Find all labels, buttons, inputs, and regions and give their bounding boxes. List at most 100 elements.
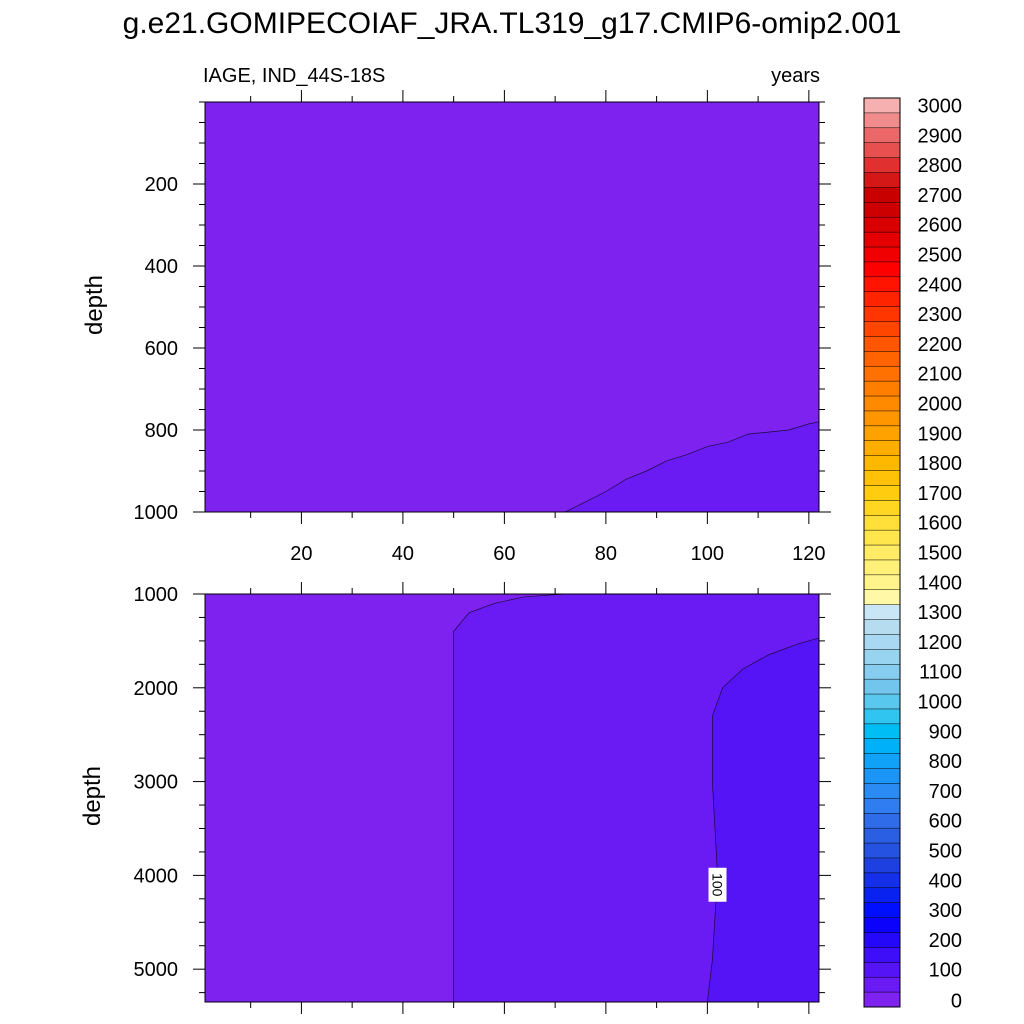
colorbar-bin [864, 366, 900, 382]
panel-upper-contour-region-0 [565, 421, 820, 513]
colorbar-bin [864, 545, 900, 561]
colorbar-bin [864, 694, 900, 710]
colorbar-bin [864, 649, 900, 665]
colorbar-label: 300 [929, 900, 962, 922]
colorbar-bin [864, 917, 900, 933]
colorbar-bin [864, 485, 900, 501]
colorbar-label: 200 [929, 930, 962, 952]
panel-lower-ylabel: depth [79, 766, 106, 826]
colorbar-label: 2900 [918, 125, 963, 147]
colorbar-bin [864, 291, 900, 307]
panel-lower-contour-region-1 [707, 637, 820, 1003]
panel-lower-frame [204, 593, 820, 1003]
colorbar-bin [864, 530, 900, 546]
colorbar-bin [864, 276, 900, 293]
colorbar-label: 1400 [918, 572, 963, 594]
panel-upper-background [205, 102, 819, 512]
colorbar-label: 2500 [918, 244, 963, 266]
colorbar-bin [864, 396, 900, 412]
colorbar-bin [864, 336, 900, 352]
colorbar-label: 2300 [918, 304, 963, 326]
colorbar-label: 1800 [918, 453, 963, 475]
colorbar-label: 2200 [918, 334, 963, 356]
colorbar-label: 1000 [918, 692, 963, 714]
colorbar-label: 500 [929, 841, 962, 863]
units-label: years [771, 65, 820, 87]
colorbar-label: 1300 [918, 602, 963, 624]
colorbar-label: 900 [929, 721, 962, 743]
colorbar-bin [864, 708, 900, 725]
colorbar-bin [864, 112, 900, 129]
colorbar-bin [864, 574, 900, 591]
colorbar-label: 2100 [918, 364, 963, 386]
colorbar-label: 1600 [918, 513, 963, 535]
colorbar-label: 2700 [918, 185, 963, 207]
colorbar-bin [864, 202, 900, 218]
panel-lower-ytick-label: 1000 [134, 584, 179, 606]
panel-lower-ytick-label: 3000 [134, 772, 179, 794]
colorbar-bin [864, 753, 900, 769]
colorbar-label: 1700 [918, 483, 963, 505]
colorbar-bin [864, 217, 900, 233]
chart-title: g.e21.GOMIPECOIAF_JRA.TL319_g17.CMIP6-om… [122, 7, 902, 40]
colorbar-bin [864, 679, 900, 695]
colorbar-bin [864, 247, 900, 263]
panel-upper-ylabel: depth [81, 275, 108, 335]
panel-lower-ytick-label: 2000 [134, 678, 179, 700]
colorbar-label: 1200 [918, 632, 963, 654]
colorbar-frame [863, 97, 901, 1008]
panel-upper-ytick-label: 200 [145, 174, 178, 196]
colorbar-bin [864, 127, 900, 144]
colorbar-label: 700 [929, 781, 962, 803]
colorbar-bin [864, 783, 900, 799]
colorbar-bin [864, 977, 900, 993]
colorbar-bin [864, 768, 900, 784]
variable-label: IAGE, IND_44S-18S [203, 65, 385, 87]
colorbar-bin [864, 813, 900, 829]
colorbar-label: 400 [929, 870, 962, 892]
colorbar-label: 3000 [918, 95, 963, 117]
colorbar-bin [864, 619, 900, 635]
colorbar-bin [864, 559, 900, 576]
colorbar-bin [864, 887, 900, 903]
colorbar-label: 800 [929, 751, 962, 773]
panel-lower-ytick-label: 4000 [134, 865, 179, 887]
colorbar-bin [864, 306, 900, 322]
panel-upper-xtick-label: 80 [595, 543, 617, 565]
colorbar-bin [864, 872, 900, 889]
panel-upper-xtick-label: 120 [792, 543, 825, 565]
colorbar-bin [864, 321, 900, 337]
colorbar-bin [864, 261, 900, 278]
colorbar-bin [864, 381, 900, 397]
colorbar-bin [864, 738, 900, 754]
colorbar-bin [864, 232, 900, 248]
colorbar-bin [864, 947, 900, 963]
colorbar-bin [864, 410, 900, 427]
panel-upper-ytick-label: 600 [145, 338, 178, 360]
colorbar-bin [864, 98, 900, 114]
colorbar-bin [864, 664, 900, 680]
colorbar-bin [864, 843, 900, 859]
colorbar-label: 100 [929, 960, 962, 982]
panel-upper-ytick-label: 400 [145, 256, 178, 278]
colorbar-bin [864, 589, 900, 605]
panel-upper-ytick-label: 1000 [134, 502, 179, 524]
colorbar-label: 0 [951, 991, 962, 1013]
colorbar-bin [864, 828, 900, 844]
colorbar-bin [864, 932, 900, 948]
colorbar-bin [864, 500, 900, 516]
colorbar-label: 1900 [918, 423, 963, 445]
colorbar-bin [864, 902, 900, 918]
colorbar-bin [864, 515, 900, 531]
colorbar-bin [864, 857, 900, 874]
colorbar-bin [864, 470, 900, 486]
colorbar-bin [864, 142, 900, 158]
colorbar-bin [864, 798, 900, 814]
colorbar-label: 2000 [918, 393, 963, 415]
panel-upper-xtick-label: 60 [493, 543, 515, 565]
panel-upper-xtick-label: 100 [691, 543, 724, 565]
colorbar-bin [864, 992, 900, 1008]
colorbar-label: 1100 [919, 662, 962, 684]
colorbar-bin [864, 604, 900, 620]
